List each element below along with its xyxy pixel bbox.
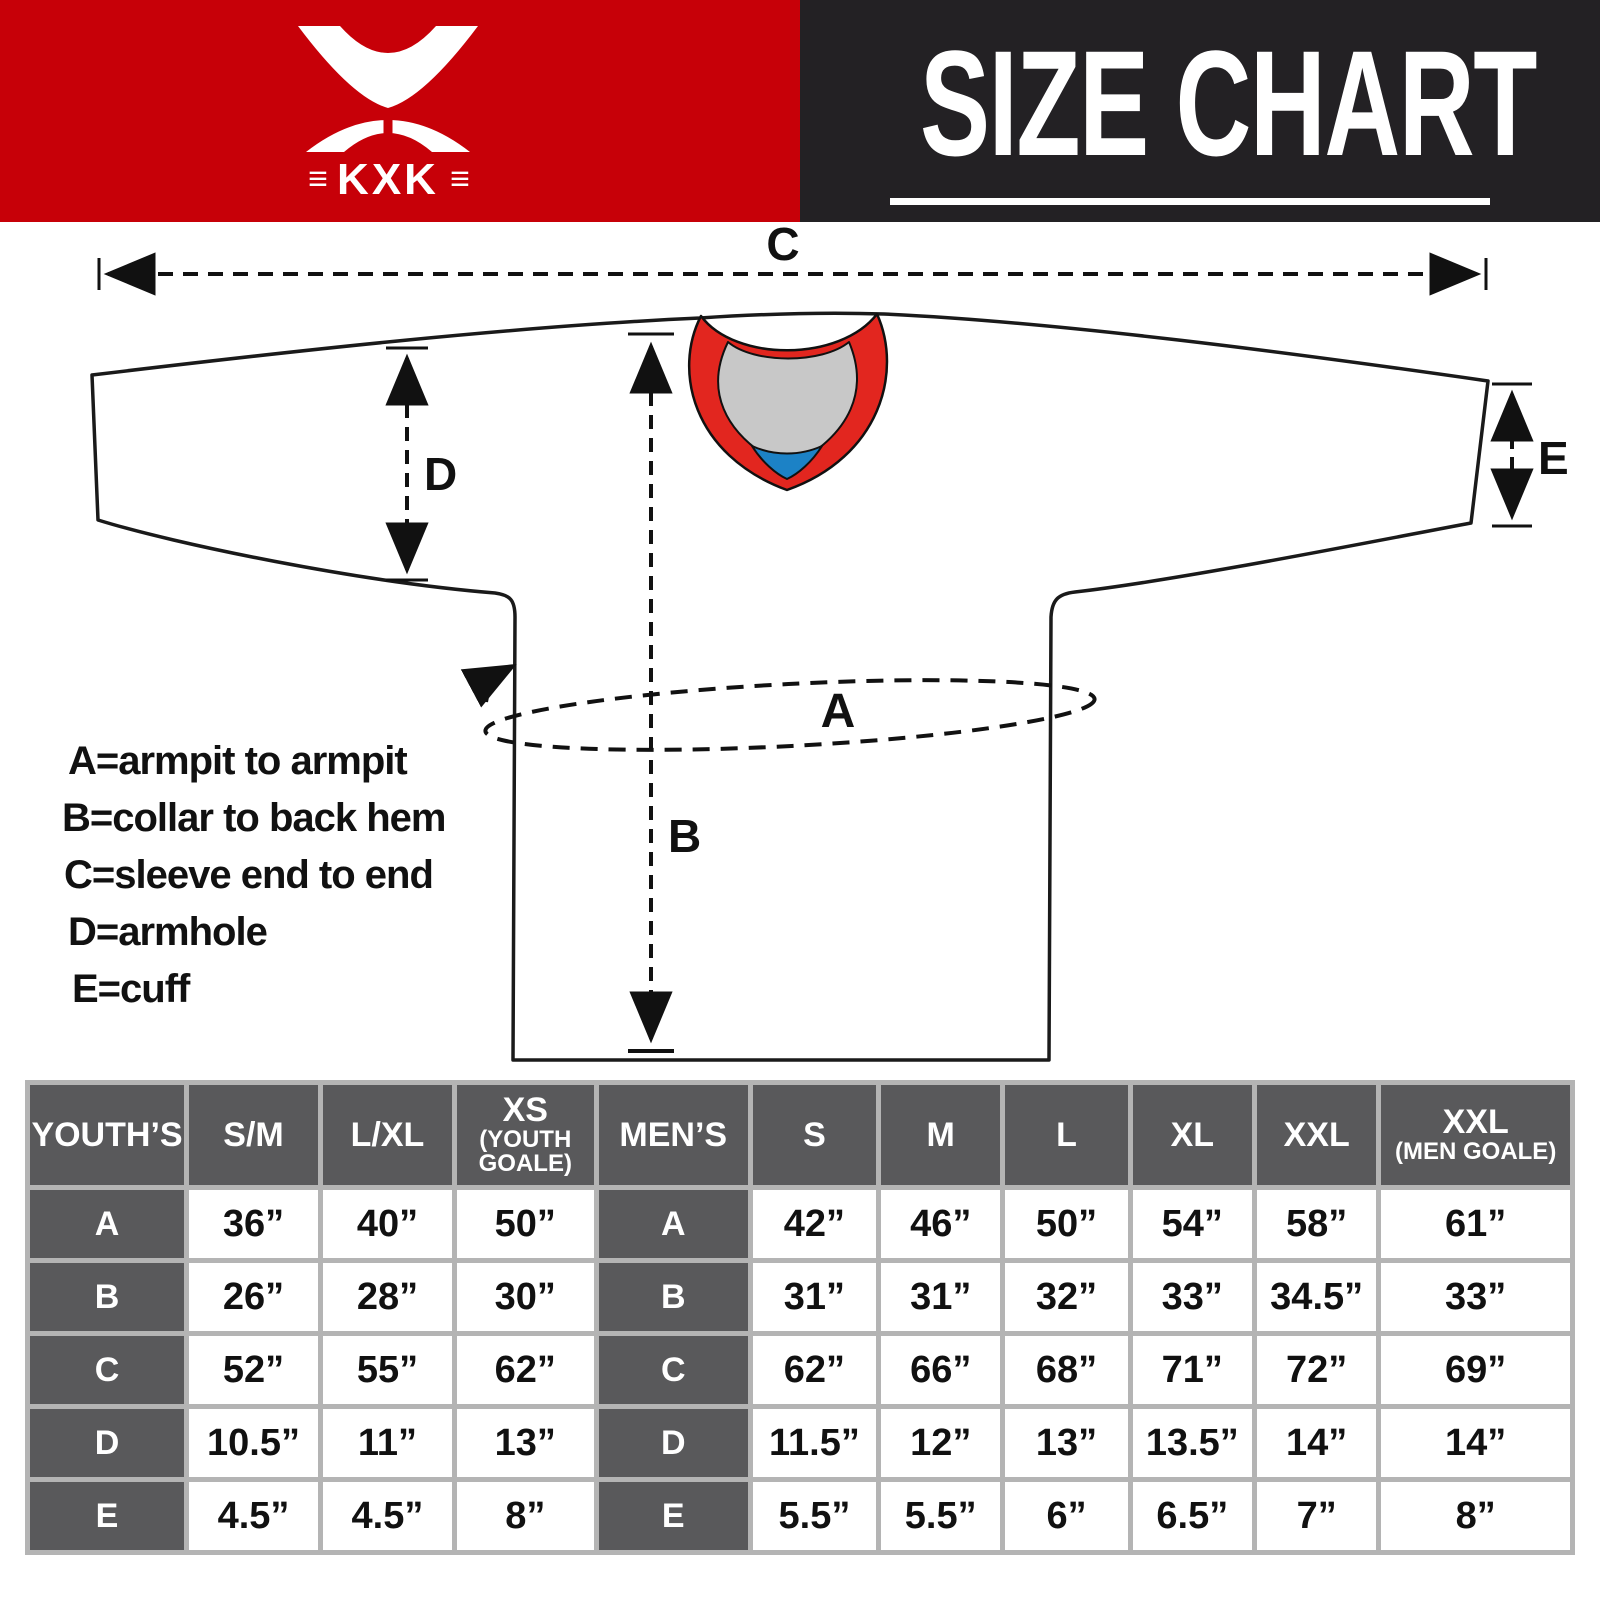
row-label-cell: D (598, 1409, 748, 1477)
size-value-cell: 31” (752, 1263, 877, 1331)
page-title: SIZE CHART (920, 19, 1537, 187)
size-value-cell: 50” (1005, 1190, 1128, 1258)
a-arrow-curl (460, 663, 517, 708)
triple-bar-left-icon: ≡ (308, 160, 328, 198)
size-value-cell: 34.5” (1256, 1263, 1377, 1331)
size-value-cell: 52” (189, 1336, 318, 1404)
kxk-logo: ≡ KXK ≡ (298, 26, 478, 204)
size-value-cell: 71” (1132, 1336, 1252, 1404)
col-header-men-s: S (752, 1085, 877, 1185)
size-value-cell: 62” (752, 1336, 877, 1404)
col-header-youth-xs-goalie: XS (YOUTH GOALE) (456, 1085, 594, 1185)
triple-bar-right-icon: ≡ (450, 160, 470, 198)
a-label: A (821, 685, 856, 738)
size-value-cell: 72” (1256, 1336, 1377, 1404)
c-label: C (766, 222, 799, 270)
row-label-cell: A (598, 1190, 748, 1258)
size-value-cell: 28” (322, 1263, 452, 1331)
row-label-cell: E (30, 1482, 184, 1550)
size-value-cell: 5.5” (881, 1482, 1001, 1550)
collar-accent-triangle (751, 445, 823, 480)
size-value-cell: 46” (881, 1190, 1001, 1258)
brand-text: KXK (337, 155, 439, 204)
size-value-cell: 12” (881, 1409, 1001, 1477)
jersey-measurement-diagram: C D B E A A=armpit to armpit B=collar to… (62, 222, 1569, 1062)
size-value-cell: 6” (1005, 1482, 1128, 1550)
b-label: B (668, 810, 701, 862)
size-value-cell: 62” (456, 1336, 594, 1404)
a-girth-ellipse (483, 678, 1097, 752)
size-table: YOUTH’S S/M L/XL XS (YOUTH GOALE) MEN’S … (25, 1080, 1575, 1555)
size-value-cell: 11” (322, 1409, 452, 1477)
size-value-cell: 8” (456, 1482, 594, 1550)
size-value-cell: 50” (456, 1190, 594, 1258)
size-value-cell: 66” (881, 1336, 1001, 1404)
title-banner: SIZE CHART (800, 0, 1600, 222)
size-value-cell: 11.5” (752, 1409, 877, 1477)
size-value-cell: 4.5” (189, 1482, 318, 1550)
size-value-cell: 61” (1381, 1190, 1570, 1258)
col-header-men-xxl-goalie: XXL (MEN GOALE) (1381, 1085, 1570, 1185)
size-value-cell: 58” (1256, 1190, 1377, 1258)
col-header-men-l: L (1005, 1085, 1128, 1185)
size-value-cell: 13.5” (1132, 1409, 1252, 1477)
title-underline (890, 198, 1490, 205)
size-value-cell: 4.5” (322, 1482, 452, 1550)
size-value-cell: 14” (1256, 1409, 1377, 1477)
legend-line-e: E=cuff (72, 967, 191, 1011)
legend-line-d: D=armhole (68, 910, 267, 954)
jersey-outline (90, 311, 1490, 1062)
col-header-mens: MEN’S (598, 1085, 748, 1185)
col-header-men-m: M (881, 1085, 1001, 1185)
size-value-cell: 42” (752, 1190, 877, 1258)
measurement-legend: A=armpit to armpit B=collar to back hem … (62, 739, 446, 1011)
col-header-youth-lxl: L/XL (322, 1085, 452, 1185)
size-value-cell: 10.5” (189, 1409, 318, 1477)
row-label-cell: C (30, 1336, 184, 1404)
col-header-youth-sm: S/M (189, 1085, 318, 1185)
row-label-cell: C (598, 1336, 748, 1404)
row-label-cell: B (598, 1263, 748, 1331)
collar-inner-panel (717, 341, 858, 469)
size-value-cell: 36” (189, 1190, 318, 1258)
size-value-cell: 13” (456, 1409, 594, 1477)
brand-banner: ≡ KXK ≡ (0, 0, 800, 222)
legend-line-b: B=collar to back hem (62, 796, 445, 840)
size-value-cell: 26” (189, 1263, 318, 1331)
size-value-cell: 33” (1381, 1263, 1570, 1331)
size-value-cell: 68” (1005, 1336, 1128, 1404)
size-value-cell: 8” (1381, 1482, 1570, 1550)
col-header-men-xl: XL (1132, 1085, 1252, 1185)
row-label-cell: A (30, 1190, 184, 1258)
size-value-cell: 31” (881, 1263, 1001, 1331)
legend-line-c: C=sleeve end to end (64, 853, 433, 897)
size-value-cell: 69” (1381, 1336, 1570, 1404)
row-label-cell: D (30, 1409, 184, 1477)
size-value-cell: 55” (322, 1336, 452, 1404)
col-header-men-xxl: XXL (1256, 1085, 1377, 1185)
size-value-cell: 40” (322, 1190, 452, 1258)
logo-wing-icon (298, 26, 478, 108)
row-label-cell: E (598, 1482, 748, 1550)
col-header-youths: YOUTH’S (30, 1085, 184, 1185)
legend-line-a: A=armpit to armpit (68, 739, 407, 783)
e-label: E (1538, 432, 1569, 484)
size-value-cell: 7” (1256, 1482, 1377, 1550)
size-value-cell: 5.5” (752, 1482, 877, 1550)
size-value-cell: 30” (456, 1263, 594, 1331)
d-label: D (424, 448, 457, 500)
size-value-cell: 54” (1132, 1190, 1252, 1258)
size-value-cell: 14” (1381, 1409, 1570, 1477)
size-value-cell: 32” (1005, 1263, 1128, 1331)
size-value-cell: 33” (1132, 1263, 1252, 1331)
row-label-cell: B (30, 1263, 184, 1331)
size-value-cell: 6.5” (1132, 1482, 1252, 1550)
logo-arch-icon (306, 120, 470, 152)
size-value-cell: 13” (1005, 1409, 1128, 1477)
